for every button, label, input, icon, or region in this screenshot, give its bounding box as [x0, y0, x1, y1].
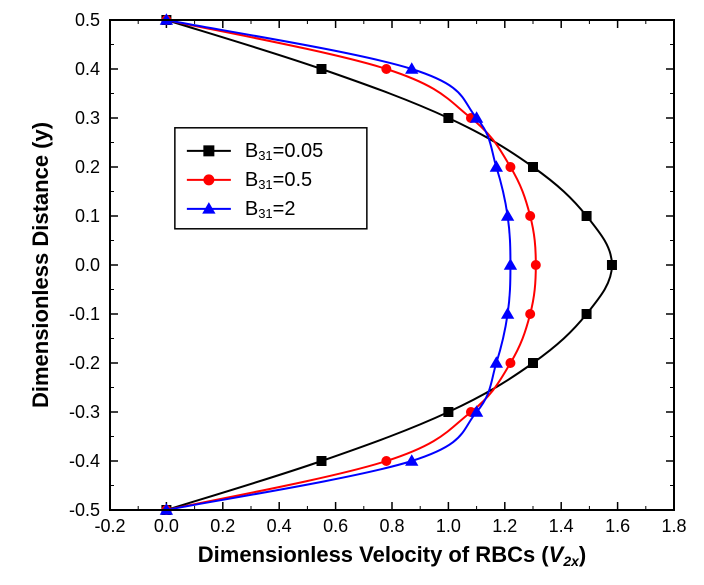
legend-label-1: B31=0.5: [245, 169, 312, 192]
x-tick-label: 0.2: [210, 516, 235, 536]
x-tick-label: 1.0: [436, 516, 461, 536]
x-tick-label: 0.8: [379, 516, 404, 536]
y-tick-label: -0.2: [69, 353, 100, 373]
x-tick-label: 1.6: [605, 516, 630, 536]
chart-svg: -0.2 0.0 0.2 0.4 0.6 0.8 1.0 1.2 1.4 1.6 1.8 -0.5 -0…: [0, 0, 704, 585]
x-tick-label: 1.8: [661, 516, 686, 536]
chart-container: -0.2 0.0 0.2 0.4 0.6 0.8 1.0 1.2 1.4 1.6 1.8 -0.5 -0…: [0, 0, 704, 585]
y-tick-label: 0.1: [75, 206, 100, 226]
y-tick-label: 0.3: [75, 108, 100, 128]
y-tick-label: -0.5: [69, 500, 100, 520]
y-tick-label: 0.4: [75, 59, 100, 79]
y-tick-label: 0.0: [75, 255, 100, 275]
y-tick-label: -0.3: [69, 402, 100, 422]
y-tick-label: -0.1: [69, 304, 100, 324]
y-tick-label: 0.2: [75, 157, 100, 177]
y-tick-label: -0.4: [69, 451, 100, 471]
y-axis-label: Dimensionless Distance (y): [28, 122, 53, 408]
y-tick-label: 0.5: [75, 10, 100, 30]
x-tick-label: 1.2: [492, 516, 517, 536]
x-tick-label: 0.6: [323, 516, 348, 536]
legend-label-0: B31=0.05: [245, 140, 323, 163]
x-tick-label: 1.4: [549, 516, 574, 536]
x-tick-label: 0.0: [154, 516, 179, 536]
x-axis-label: Dimensionless Velocity of RBCs (V2x): [198, 542, 586, 569]
x-tick-label: 0.4: [267, 516, 292, 536]
legend-group: B31=0.05B31=0.5B31=2: [175, 128, 367, 229]
